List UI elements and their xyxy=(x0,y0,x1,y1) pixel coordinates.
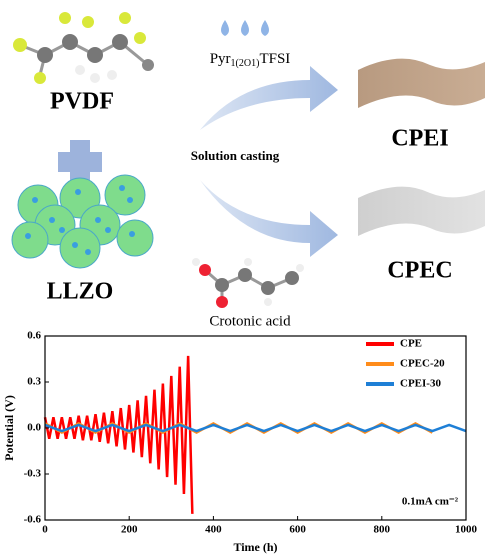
filler-label: LLZO xyxy=(47,279,114,305)
x-tick-label: 1000 xyxy=(455,524,478,536)
polymer-label: PVDF xyxy=(50,89,114,115)
additive-label: Crotonic acid xyxy=(209,313,291,329)
llzo-dots xyxy=(25,185,135,255)
x-tick-label: 600 xyxy=(289,524,306,536)
y-tick-label: 0.6 xyxy=(27,330,41,342)
x-axis-title: Time (h) xyxy=(233,540,277,554)
pvdf-molecule xyxy=(13,12,154,84)
y-tick-label: 0.3 xyxy=(27,376,41,388)
y-tick-label: -0.3 xyxy=(24,468,42,480)
y-tick-label: 0.0 xyxy=(27,422,41,434)
process-label: Solution casting xyxy=(191,148,280,163)
product-1-label: CPEI xyxy=(391,126,448,152)
crotonic-acid-molecule xyxy=(192,258,304,308)
series-line xyxy=(44,423,467,433)
droplets xyxy=(221,20,269,36)
arrow-upper xyxy=(200,66,338,130)
annotation: 0.1mA cm⁻² xyxy=(402,496,459,508)
arrow-lower xyxy=(200,180,338,257)
x-tick-label: 0 xyxy=(42,524,48,536)
y-tick-label: -0.6 xyxy=(24,514,42,526)
x-tick-label: 400 xyxy=(205,524,222,536)
ionic-liquid-name: Pyr xyxy=(210,51,231,67)
legend-label: CPEC-20 xyxy=(400,358,445,370)
ionic-liquid-suffix: TFSI xyxy=(259,51,290,67)
chart: 0 200 400 600 800 1000 -0.6 -0.3 0.0 0.3 0.6 Time (… xyxy=(2,330,478,554)
legend-label: CPE xyxy=(400,338,422,350)
y-axis-title: Potential (V) xyxy=(2,395,16,461)
cpec-film xyxy=(358,186,485,236)
plus-sign xyxy=(58,140,102,184)
ionic-liquid: Pyr1(2O1)TFSI xyxy=(210,51,291,69)
series-line xyxy=(43,355,194,514)
cpei-film xyxy=(358,58,485,108)
product-2-label: CPEC xyxy=(387,258,452,284)
ionic-liquid-subscript: 1(2O1) xyxy=(231,58,260,69)
legend-label: CPEI-30 xyxy=(400,378,441,390)
x-tick-label: 200 xyxy=(121,524,138,536)
llzo-particles xyxy=(11,174,154,269)
x-tick-label: 800 xyxy=(374,524,391,536)
